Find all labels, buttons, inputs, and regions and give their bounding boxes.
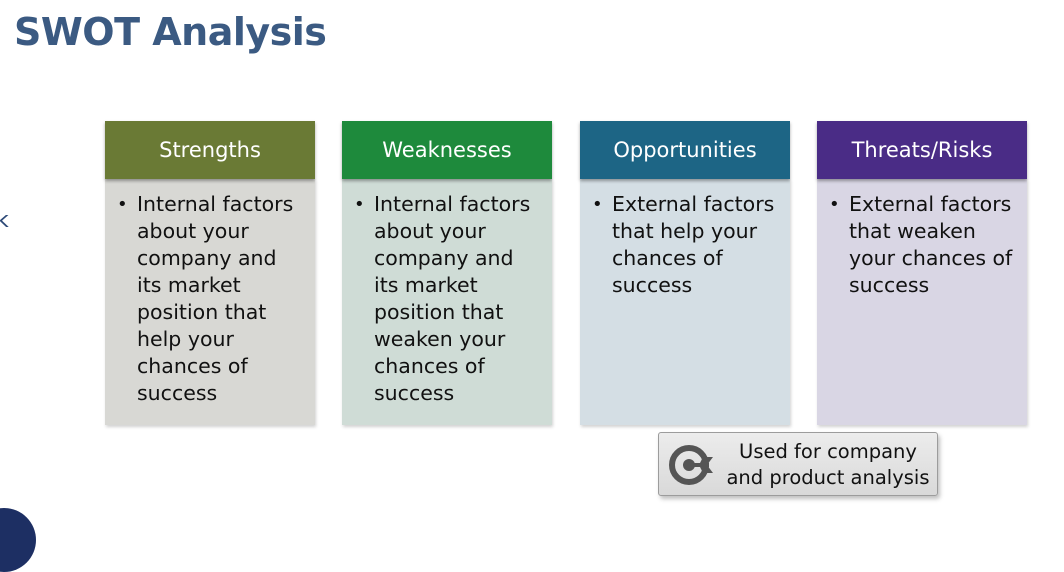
column-body-weaknesses: • Internal factors about your company an… bbox=[342, 179, 552, 425]
swot-columns: Strengths • Internal factors about your … bbox=[105, 121, 1027, 425]
swot-column-threats: Threats/Risks • External factors that we… bbox=[817, 121, 1027, 425]
column-header-weaknesses: Weaknesses bbox=[342, 121, 552, 179]
bullet-text: External factors that help your chances … bbox=[612, 192, 775, 297]
edge-glyph: k bbox=[0, 208, 9, 233]
bullet-item: • External factors that weaken your chan… bbox=[829, 191, 1017, 299]
bullet-dot-icon: • bbox=[829, 194, 840, 215]
note-text: Used for company and product analysis bbox=[726, 440, 930, 489]
bullet-item: • Internal factors about your company an… bbox=[354, 191, 542, 407]
bullet-dot-icon: • bbox=[354, 194, 365, 215]
bullet-text: External factors that weaken your chance… bbox=[849, 192, 1013, 297]
target-arrow-icon bbox=[669, 445, 713, 485]
corner-circle-decoration bbox=[0, 508, 36, 572]
swot-column-opportunities: Opportunities • External factors that he… bbox=[580, 121, 790, 425]
analysis-note-box: Used for company and product analysis bbox=[658, 432, 938, 496]
column-body-threats: • External factors that weaken your chan… bbox=[817, 179, 1027, 425]
column-body-opportunities: • External factors that help your chance… bbox=[580, 179, 790, 425]
page-title: SWOT Analysis bbox=[14, 10, 327, 54]
column-header-strengths: Strengths bbox=[105, 121, 315, 179]
bullet-dot-icon: • bbox=[117, 194, 128, 215]
swot-column-weaknesses: Weaknesses • Internal factors about your… bbox=[342, 121, 552, 425]
column-body-strengths: • Internal factors about your company an… bbox=[105, 179, 315, 425]
bullet-dot-icon: • bbox=[592, 194, 603, 215]
bullet-item: • External factors that help your chance… bbox=[592, 191, 780, 299]
column-header-opportunities: Opportunities bbox=[580, 121, 790, 179]
bullet-item: • Internal factors about your company an… bbox=[117, 191, 305, 407]
bullet-text: Internal factors about your company and … bbox=[374, 192, 531, 405]
swot-column-strengths: Strengths • Internal factors about your … bbox=[105, 121, 315, 425]
column-header-threats: Threats/Risks bbox=[817, 121, 1027, 179]
bullet-text: Internal factors about your company and … bbox=[137, 192, 294, 405]
